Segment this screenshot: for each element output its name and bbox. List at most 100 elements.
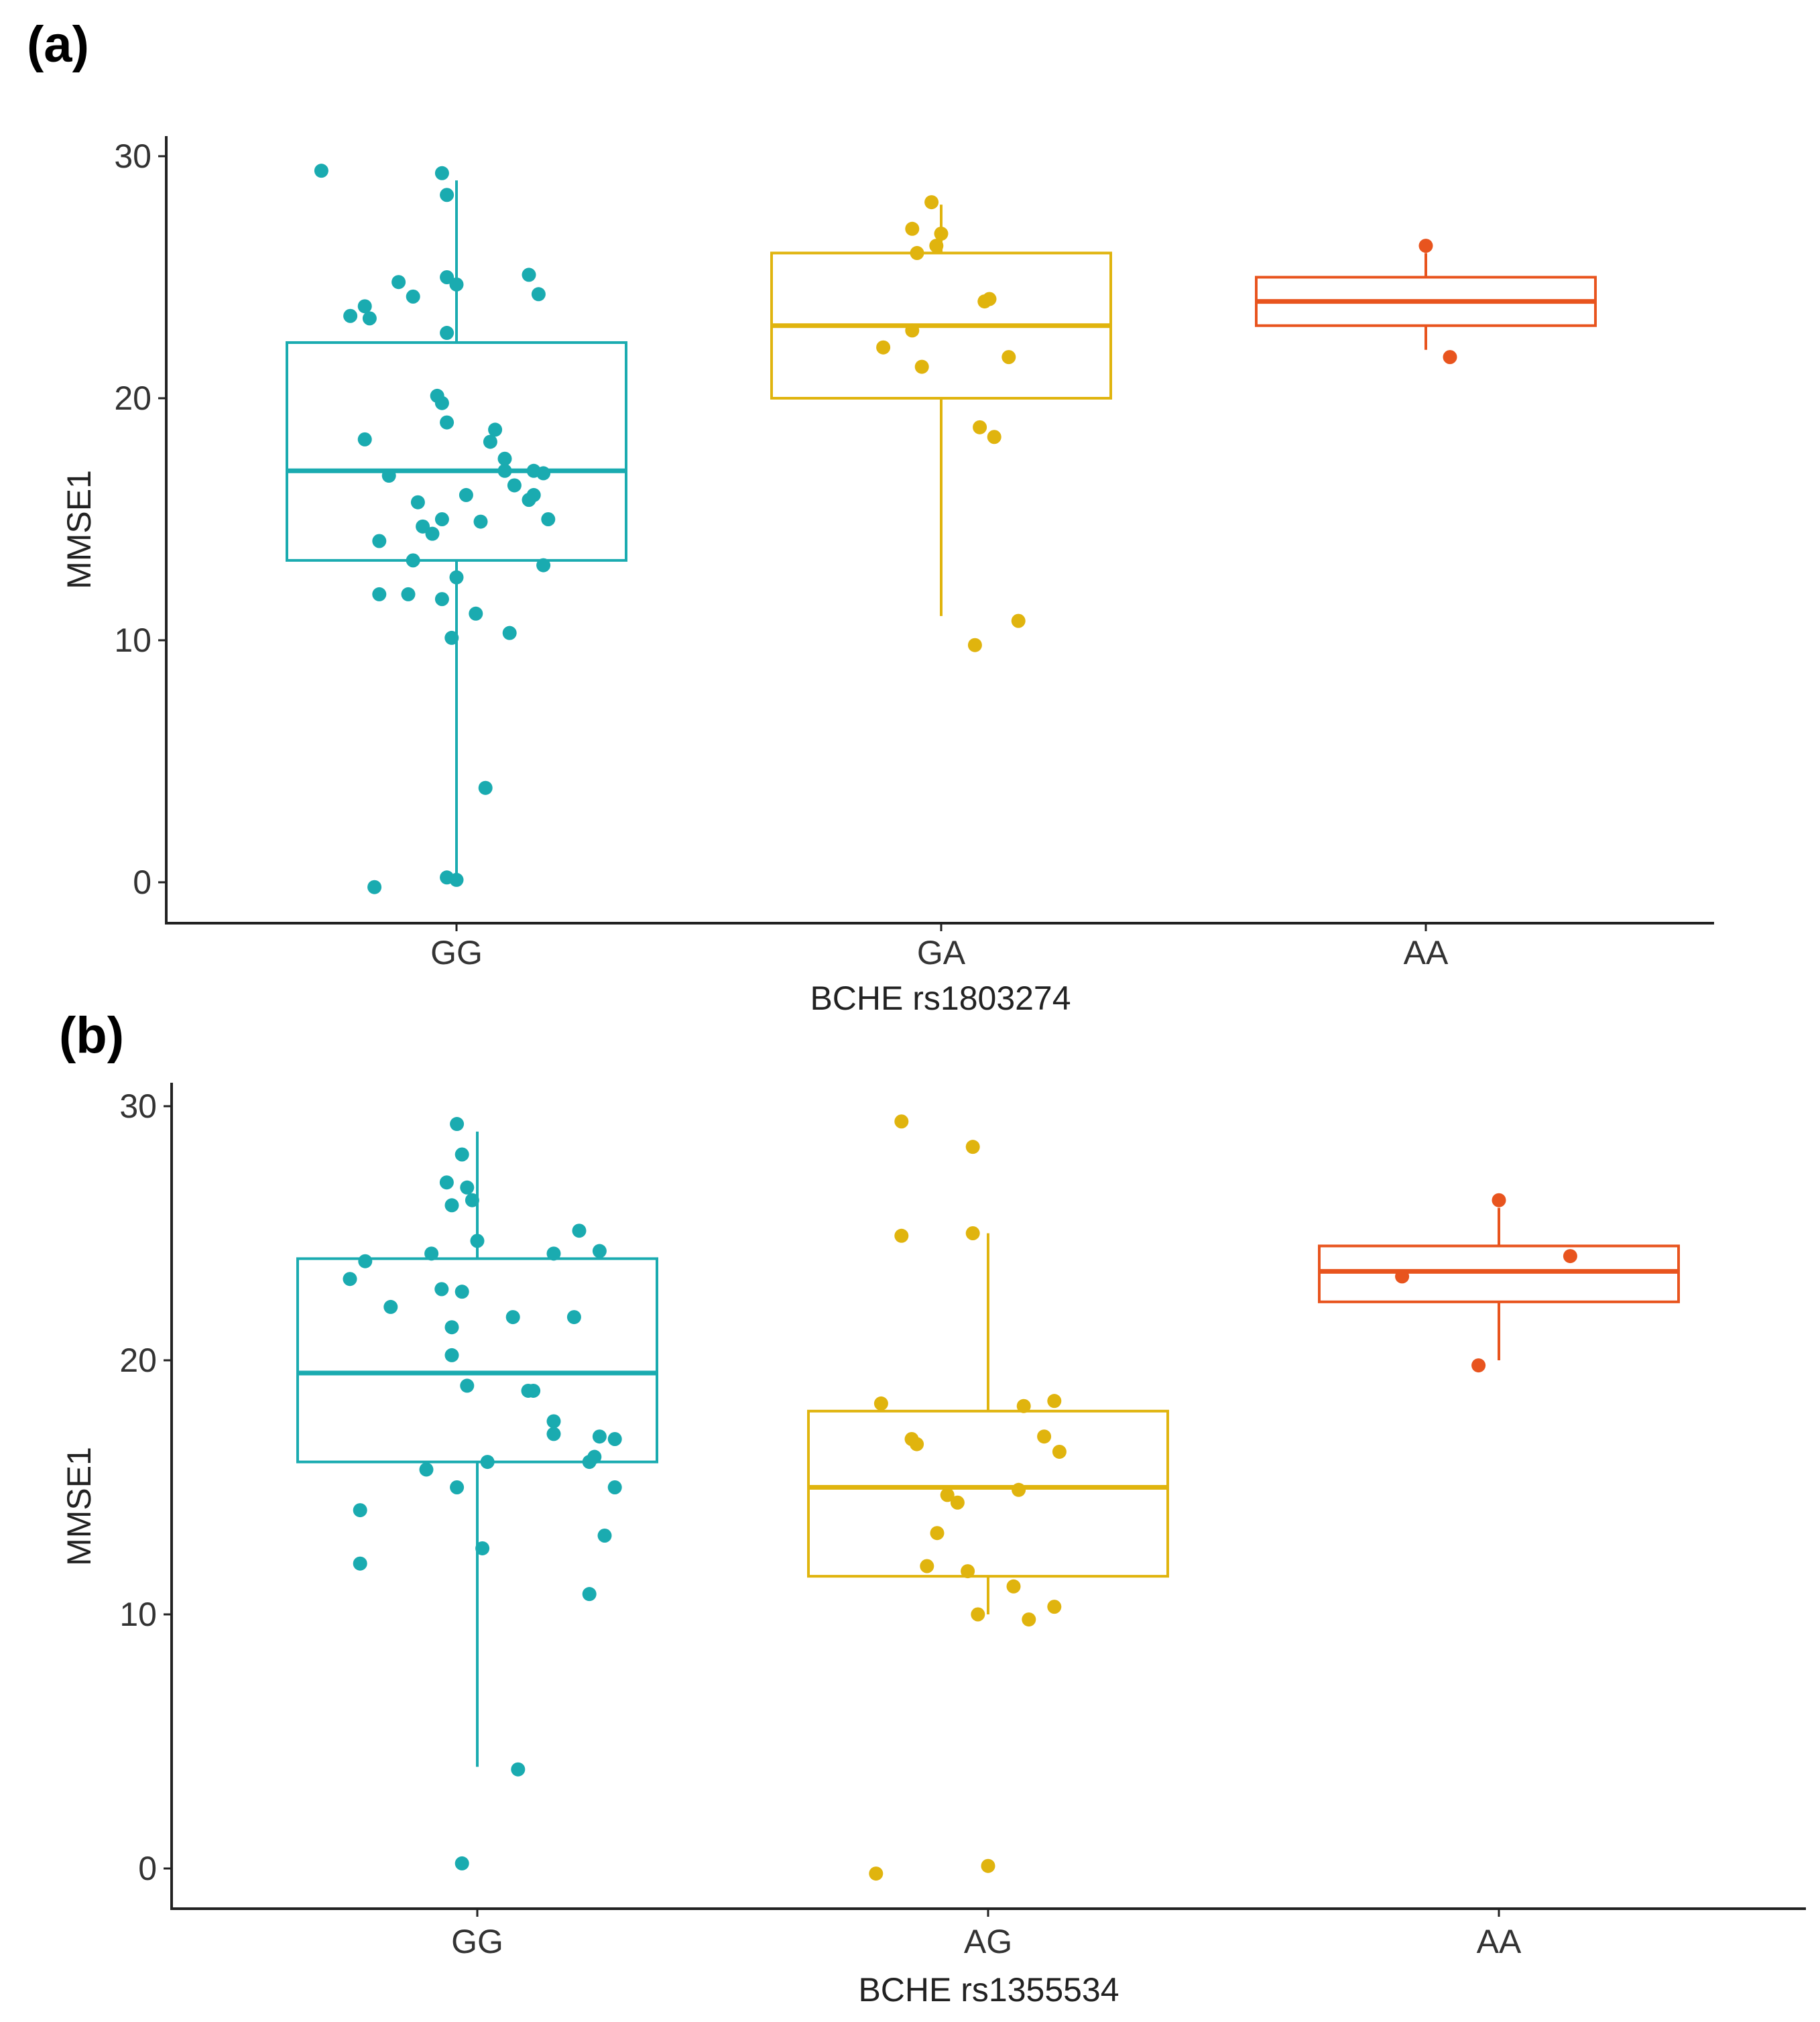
data-point xyxy=(536,558,551,573)
data-point xyxy=(511,1762,526,1777)
x-ticks-b: GG AG AA xyxy=(451,1909,1522,1960)
data-point xyxy=(961,1564,975,1579)
data-point xyxy=(372,587,387,601)
data-point xyxy=(1052,1444,1067,1459)
data-point xyxy=(1492,1193,1506,1207)
data-point xyxy=(444,630,459,645)
data-point xyxy=(950,1495,965,1510)
data-point xyxy=(1006,1579,1021,1594)
y-axis-title-b: MMSE1 xyxy=(60,1447,98,1566)
data-point xyxy=(449,872,464,887)
data-point xyxy=(440,326,454,341)
y-tick-label-20: 20 xyxy=(119,1342,157,1379)
plot-area-b xyxy=(296,1114,1680,1881)
data-point xyxy=(582,1455,597,1470)
data-point xyxy=(502,626,517,640)
data-point xyxy=(607,1431,622,1446)
box-group-ag xyxy=(807,1114,1169,1881)
data-point xyxy=(470,1234,485,1248)
data-point xyxy=(444,1198,459,1213)
data-point xyxy=(434,396,449,410)
y-tick-label-20: 20 xyxy=(114,379,151,417)
data-point xyxy=(460,1180,475,1195)
panel-b: (b) 0 10 20 30 GG AG AA BCHE rs1355534 M… xyxy=(59,1007,1806,2009)
data-point xyxy=(910,1437,924,1451)
data-point xyxy=(934,227,949,241)
x-tick-label-aa: AA xyxy=(1404,934,1449,971)
data-point xyxy=(1012,1482,1026,1497)
data-point xyxy=(406,289,420,304)
data-point xyxy=(930,1526,945,1541)
data-point xyxy=(434,1282,449,1297)
data-point xyxy=(444,1348,459,1362)
data-point xyxy=(410,495,425,510)
plot-area-a xyxy=(286,164,1597,894)
y-tick-label-30: 30 xyxy=(119,1087,157,1125)
data-point xyxy=(1443,350,1457,365)
data-point xyxy=(1047,1600,1062,1614)
data-point xyxy=(444,1320,459,1335)
data-point xyxy=(343,1272,357,1287)
y-tick-label-0: 0 xyxy=(138,1850,157,1887)
data-point xyxy=(497,451,512,466)
data-point xyxy=(905,221,920,236)
data-point xyxy=(894,1228,909,1243)
panel-a: (a) 0 10 20 30 GG GA AA BCHE rs1803274 M… xyxy=(27,16,1714,1017)
data-point xyxy=(424,1246,439,1261)
data-point xyxy=(1563,1249,1577,1264)
data-point xyxy=(971,1607,985,1622)
data-point xyxy=(1395,1269,1410,1284)
data-point xyxy=(905,323,920,338)
data-point xyxy=(434,166,449,180)
data-point xyxy=(1022,1612,1036,1627)
data-point xyxy=(1418,239,1433,253)
data-point xyxy=(473,514,488,529)
data-point xyxy=(987,430,1002,444)
data-point xyxy=(391,275,406,290)
data-point xyxy=(522,267,536,282)
data-point xyxy=(973,420,987,434)
y-tick-label-30: 30 xyxy=(114,137,151,175)
data-point xyxy=(920,1559,934,1573)
data-point xyxy=(526,1383,541,1398)
y-tick-label-10: 10 xyxy=(114,621,151,659)
data-point xyxy=(454,1147,469,1162)
data-point xyxy=(483,434,497,449)
panel-label-a: (a) xyxy=(27,16,89,73)
data-point xyxy=(425,526,440,541)
data-point xyxy=(406,553,420,568)
data-point xyxy=(357,299,372,314)
x-axis-title-a: BCHE rs1803274 xyxy=(810,979,1071,1017)
data-point xyxy=(358,1254,373,1268)
data-point xyxy=(536,466,551,481)
data-point xyxy=(450,1480,465,1494)
data-point xyxy=(497,463,512,478)
data-point xyxy=(876,340,891,355)
data-point xyxy=(894,1114,909,1129)
iqr-box xyxy=(1318,1244,1680,1303)
data-point xyxy=(401,587,416,601)
data-point xyxy=(450,1117,465,1132)
data-point xyxy=(454,1856,469,1870)
data-point xyxy=(546,1427,561,1441)
data-point xyxy=(597,1529,612,1543)
data-point xyxy=(1002,350,1016,365)
data-point xyxy=(505,1310,520,1325)
data-point xyxy=(434,512,449,526)
y-ticks-a: 0 10 20 30 xyxy=(114,137,166,901)
data-point xyxy=(572,1224,587,1238)
iqr-box xyxy=(296,1257,658,1464)
data-point xyxy=(488,422,503,437)
panel-label-b: (b) xyxy=(59,1007,124,1064)
data-point xyxy=(419,1462,434,1477)
data-point xyxy=(454,1285,469,1299)
data-point xyxy=(507,478,522,493)
x-tick-label-gg: GG xyxy=(430,934,483,971)
data-point xyxy=(1047,1394,1062,1409)
y-ticks-b: 0 10 20 30 xyxy=(119,1087,172,1887)
data-point xyxy=(592,1429,607,1444)
data-point xyxy=(607,1480,622,1494)
y-tick-label-0: 0 xyxy=(133,864,151,901)
data-point xyxy=(522,493,536,508)
data-point xyxy=(383,1299,398,1314)
